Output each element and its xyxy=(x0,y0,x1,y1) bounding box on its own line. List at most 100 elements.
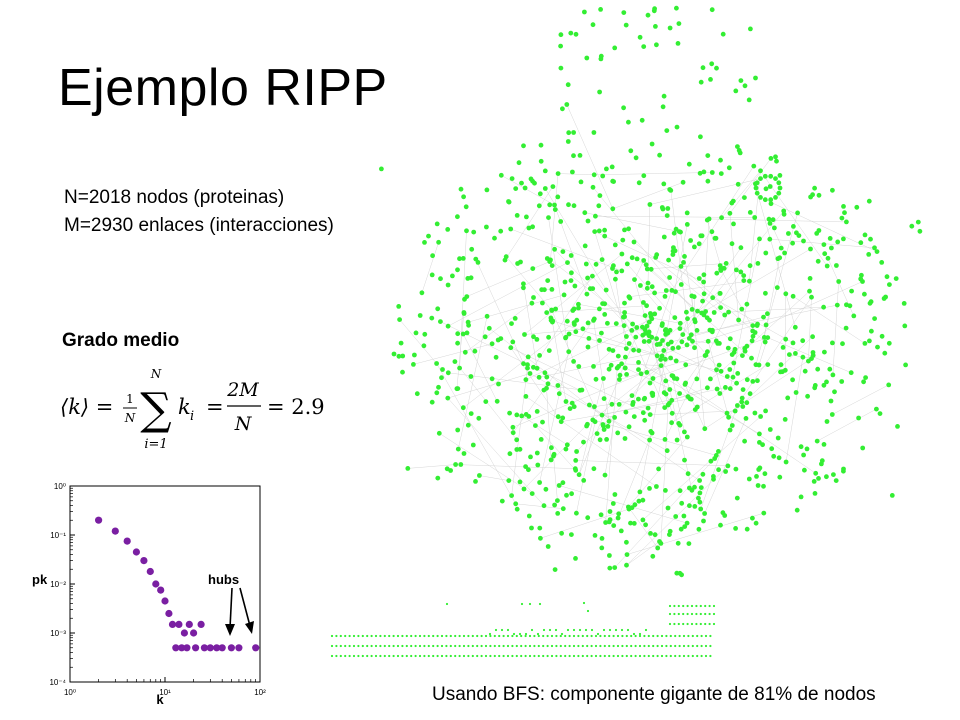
small-component-node xyxy=(577,644,580,648)
network-node xyxy=(743,416,749,421)
network-node xyxy=(647,412,653,417)
network-edge xyxy=(638,362,760,435)
small-component-node xyxy=(690,604,694,608)
small-component-node xyxy=(374,644,378,648)
network-edge xyxy=(436,363,516,504)
small-component-node xyxy=(709,634,712,638)
network-edge xyxy=(594,231,627,337)
network-node xyxy=(795,210,800,216)
network-node xyxy=(612,45,618,51)
network-node xyxy=(445,227,451,232)
small-component-node xyxy=(682,622,685,626)
network-node xyxy=(714,270,720,276)
network-node xyxy=(521,486,527,492)
network-node xyxy=(698,506,704,512)
network-edge xyxy=(661,224,688,356)
network-node xyxy=(768,173,774,179)
network-node xyxy=(445,282,451,288)
network-node xyxy=(591,130,597,135)
data-point xyxy=(132,548,140,556)
network-node xyxy=(718,305,723,310)
network-node xyxy=(739,399,745,405)
small-component-node xyxy=(695,612,698,616)
network-node xyxy=(715,341,721,346)
network-node xyxy=(525,362,530,368)
network-node xyxy=(729,200,735,206)
network-node xyxy=(513,186,519,192)
network-node xyxy=(753,185,759,191)
network-node xyxy=(710,295,716,301)
data-point xyxy=(252,644,260,652)
network-node xyxy=(684,520,690,526)
network-node xyxy=(552,207,558,213)
network-node xyxy=(747,210,753,215)
network-node xyxy=(684,210,690,216)
network-node xyxy=(620,237,626,243)
network-edge xyxy=(523,283,538,369)
small-component-node xyxy=(537,644,540,648)
network-edge xyxy=(604,417,615,476)
network-node xyxy=(662,328,668,333)
network-node xyxy=(798,494,804,500)
network-node xyxy=(523,394,529,399)
network-node xyxy=(761,483,766,489)
network-node xyxy=(735,181,741,187)
network-node xyxy=(746,476,752,482)
network-node xyxy=(550,184,556,190)
small-component-node xyxy=(537,654,540,658)
network-node xyxy=(545,381,551,387)
y-tick-label: 10⁻¹ xyxy=(50,531,66,540)
small-component-node xyxy=(480,654,483,658)
y-axis-label: pk xyxy=(32,572,48,587)
small-component-node xyxy=(383,634,386,638)
network-node xyxy=(662,405,668,410)
formula-frac1-num: 1 xyxy=(126,392,134,406)
network-edge xyxy=(589,404,700,481)
network-node xyxy=(421,343,427,349)
network-node xyxy=(601,427,607,432)
network-node xyxy=(648,429,654,434)
network-node xyxy=(814,231,820,236)
network-node xyxy=(628,148,634,154)
network-node xyxy=(821,304,826,310)
data-point xyxy=(206,644,214,652)
small-component-node xyxy=(528,602,532,606)
network-node xyxy=(716,467,721,473)
network-node xyxy=(655,545,661,551)
network-node xyxy=(767,184,773,189)
small-component-node xyxy=(594,644,598,648)
data-point xyxy=(140,557,148,565)
network-edge xyxy=(614,458,715,568)
network-node xyxy=(869,328,874,334)
network-node xyxy=(573,329,579,335)
small-component-node xyxy=(652,644,655,648)
data-point xyxy=(172,644,180,652)
small-component-node xyxy=(572,628,576,632)
network-edge xyxy=(626,465,729,566)
network-node xyxy=(735,403,740,408)
small-component-node xyxy=(704,622,707,626)
network-node xyxy=(874,249,880,255)
formula-sum-bottom: i=1 xyxy=(144,437,167,452)
network-node xyxy=(709,329,715,335)
network-node xyxy=(578,179,584,185)
small-component-node xyxy=(427,654,430,658)
network-node xyxy=(643,331,648,336)
small-component-node xyxy=(335,634,338,638)
network-node xyxy=(642,327,648,332)
network-node xyxy=(752,410,758,416)
network-node xyxy=(599,536,605,541)
network-node xyxy=(542,370,548,376)
network-node xyxy=(755,321,760,327)
network-node xyxy=(686,541,692,546)
network-node xyxy=(684,434,690,440)
network-edge xyxy=(524,253,623,335)
small-component-node xyxy=(625,634,628,638)
network-node xyxy=(727,367,733,372)
network-node xyxy=(701,312,707,318)
network-node xyxy=(732,408,738,414)
small-component-node xyxy=(668,604,672,608)
network-node xyxy=(862,341,868,346)
network-node xyxy=(574,510,579,516)
small-component-node xyxy=(682,604,685,608)
